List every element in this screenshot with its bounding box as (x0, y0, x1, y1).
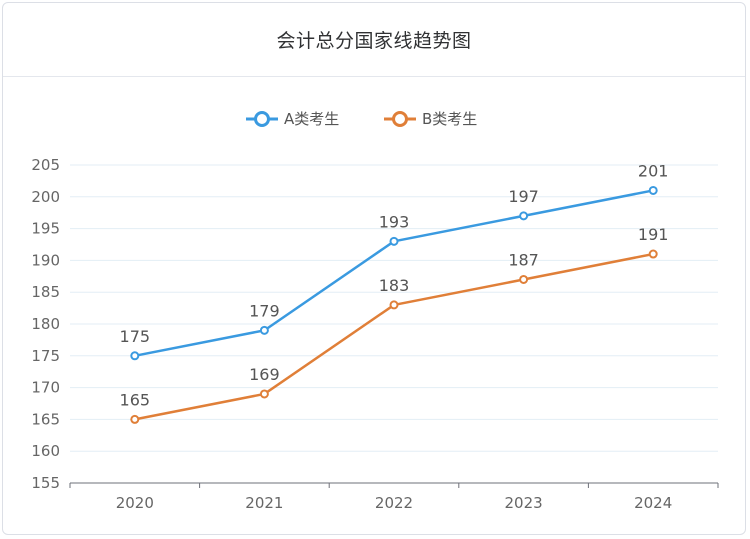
data-point (259, 389, 269, 399)
data-label: 179 (249, 301, 280, 320)
y-tick-label: 170 (31, 379, 60, 397)
y-tick-label: 160 (31, 442, 60, 460)
data-point (130, 414, 140, 424)
data-point (519, 274, 529, 284)
legend-marker (254, 111, 270, 127)
y-tick-label: 180 (31, 315, 60, 333)
chart-header: 会计总分国家线趋势图 (3, 3, 745, 77)
y-tick-label: 190 (31, 251, 60, 269)
data-label: 191 (638, 225, 669, 244)
y-tick-label: 165 (31, 410, 60, 428)
y-tick-label: 200 (31, 188, 60, 206)
data-label: 193 (379, 212, 410, 231)
chart-title: 会计总分国家线趋势图 (276, 30, 472, 52)
x-tick-label: 2022 (375, 494, 413, 512)
x-tick-label: 2024 (634, 494, 672, 512)
data-label: 169 (249, 365, 280, 384)
legend-label: B类考生 (422, 110, 477, 128)
data-point (648, 249, 658, 259)
y-tick-label: 155 (31, 474, 60, 492)
y-tick-label: 205 (31, 156, 60, 174)
data-label: 201 (638, 161, 669, 180)
x-tick-label: 2023 (505, 494, 543, 512)
data-point (389, 300, 399, 310)
data-point (389, 236, 399, 246)
data-point (130, 351, 140, 361)
y-tick-label: 175 (31, 347, 60, 365)
x-tick-label: 2020 (116, 494, 154, 512)
data-point (648, 185, 658, 195)
data-label: 165 (120, 390, 151, 409)
x-tick-label: 2021 (245, 494, 283, 512)
data-label: 197 (508, 187, 539, 206)
y-tick-label: 185 (31, 283, 60, 301)
y-tick-label: 195 (31, 220, 60, 238)
legend-marker (392, 111, 408, 127)
data-label: 175 (120, 327, 151, 346)
data-label: 187 (508, 250, 539, 269)
legend-label: A类考生 (284, 110, 339, 128)
data-label: 183 (379, 276, 410, 295)
data-point (259, 325, 269, 335)
data-point (519, 211, 529, 221)
